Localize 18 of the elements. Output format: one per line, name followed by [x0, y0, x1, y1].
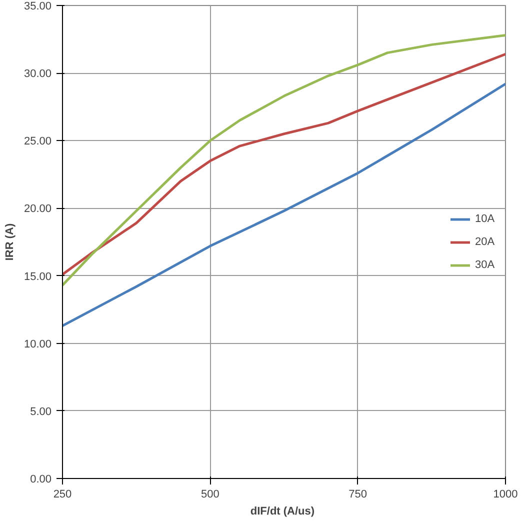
y-axis-title: IRR (A): [4, 223, 16, 261]
y-tick-label: 10.00: [24, 338, 52, 350]
y-tick-label: 25.00: [24, 136, 52, 148]
x-tick-label: 1000: [493, 488, 518, 500]
legend-label: 30A: [475, 258, 495, 270]
x-tick-label: 500: [200, 488, 220, 500]
y-tick-label: 15.00: [24, 270, 52, 283]
x-axis-title: dIF/dt (A/us): [250, 506, 315, 518]
legend-label: 10A: [475, 212, 495, 224]
y-tick-label: 35.00: [24, 0, 52, 12]
y-tick-label: 30.00: [24, 68, 52, 80]
y-tick-label: 5.00: [30, 406, 52, 418]
legend-label: 20A: [475, 236, 495, 248]
x-tick-label: 750: [348, 488, 368, 500]
x-tick-label: 250: [53, 488, 72, 500]
y-tick-label: 0.00: [30, 474, 52, 486]
y-tick-label: 20.00: [24, 203, 52, 216]
line-series: [62, 82, 506, 328]
